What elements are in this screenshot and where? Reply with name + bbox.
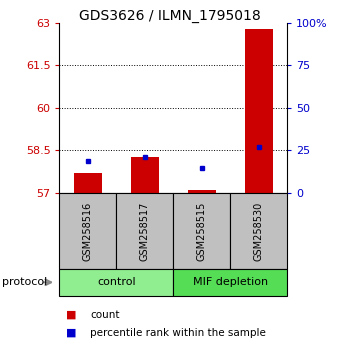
Bar (244, 29, 273, 193)
Bar (74, 172, 102, 193)
Text: GDS3626 / ILMN_1795018: GDS3626 / ILMN_1795018 (79, 9, 261, 23)
Text: control: control (97, 277, 136, 287)
Text: percentile rank within the sample: percentile rank within the sample (90, 328, 266, 338)
Text: GSM258517: GSM258517 (140, 201, 150, 261)
Text: GSM258515: GSM258515 (197, 201, 207, 261)
Text: protocol: protocol (2, 277, 47, 287)
Text: ■: ■ (66, 328, 77, 338)
Text: GSM258516: GSM258516 (83, 201, 93, 261)
Bar (131, 157, 159, 193)
Text: GSM258530: GSM258530 (254, 201, 264, 261)
Bar (188, 189, 216, 193)
Text: ■: ■ (66, 310, 77, 320)
Text: count: count (90, 310, 120, 320)
Text: MIF depletion: MIF depletion (193, 277, 268, 287)
